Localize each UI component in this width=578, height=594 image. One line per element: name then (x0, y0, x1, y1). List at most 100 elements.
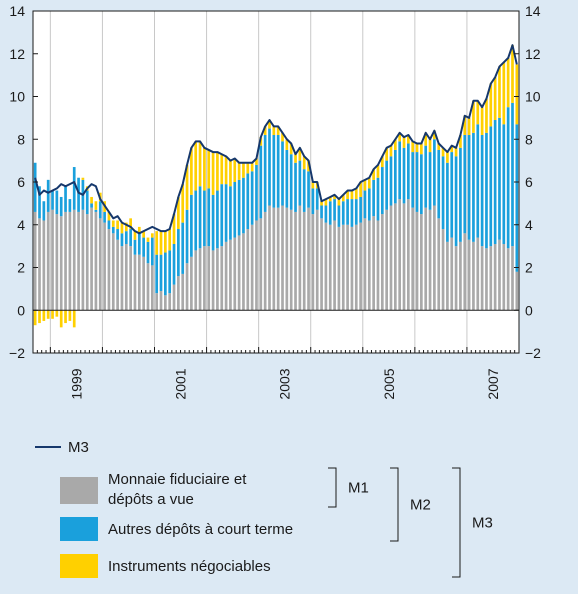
bar-segment-2-2005-11 (407, 143, 410, 200)
bar-segment-2-2007-11 (511, 102, 514, 247)
bar-segment-2-1998-12 (46, 179, 50, 212)
bar-segment-1-2004-09 (346, 224, 349, 311)
bar-segment-1-2003-04 (272, 207, 276, 311)
bar-segment-1-2000-12 (150, 265, 154, 311)
bar-segment-3-2006-11 (459, 134, 462, 148)
bar-segment-2-1999-05 (68, 199, 72, 212)
bar-segment-2-2006-08 (446, 162, 449, 242)
bar-segment-3-2001-12 (203, 147, 206, 191)
bar-segment-2-2006-04 (428, 152, 432, 210)
bar-segment-3-2003-04 (272, 126, 276, 135)
bar-segment-1-1999-12 (98, 218, 102, 311)
bar-segment-2-2006-01 (415, 152, 419, 212)
m3-line (34, 44, 518, 235)
bar-segment-3-2001-10 (194, 141, 198, 191)
bar-segment-2-1999-03 (59, 196, 63, 217)
bar-segment-1-2007-11 (511, 246, 514, 311)
bar-segment-2-2004-03 (320, 205, 323, 219)
bar-segment-3-2000-06 (124, 222, 128, 232)
x-tick-label-2001: 2001 (173, 368, 189, 399)
bar-segment-1-1998-10 (38, 218, 41, 311)
bar-segment-3-2007-06 (489, 83, 493, 127)
bar-segment-2-2005-12 (411, 152, 415, 208)
bar-segment-1-2004-04 (324, 222, 328, 311)
bar-segment-1-2006-11 (459, 241, 462, 311)
bar-segment-3-2006-12 (463, 115, 467, 135)
bar-segment-3-1999-06 (72, 310, 76, 328)
bar-segment-3-2006-04 (428, 139, 432, 153)
bar-segment-3-2000-05 (120, 222, 124, 234)
bar-segment-3-2006-03 (424, 132, 428, 146)
bar-segment-1-2002-07 (233, 237, 237, 311)
bar-segment-2-2006-05 (433, 139, 436, 206)
bar-segment-1-2002-05 (224, 241, 228, 311)
x-tick-label-2003: 2003 (277, 368, 293, 399)
bar-segment-2-2000-09 (137, 233, 141, 255)
bar-segment-3-2001-09 (190, 147, 193, 195)
bar-segment-2-2005-09 (398, 141, 402, 200)
bar-segment-3-2005-12 (411, 141, 415, 153)
bar-segment-3-2007-08 (498, 66, 501, 118)
bracket-M3 (452, 467, 461, 578)
bar-segment-1-2001-10 (194, 250, 198, 311)
bar-segment-2-2000-01 (103, 211, 106, 223)
bar-segment-2-1998-09 (33, 162, 37, 212)
bar-segment-3-2004-07 (337, 199, 341, 206)
bar-segment-3-2005-07 (389, 145, 393, 157)
bar-segment-2-2007-08 (498, 117, 501, 240)
bar-segment-1-2003-07 (285, 207, 289, 311)
bar-segment-1-2001-12 (203, 246, 206, 311)
bar-segment-1-1999-10 (90, 207, 93, 311)
bar-segment-3-2005-08 (393, 139, 397, 150)
bar-segment-1-2003-01 (259, 218, 263, 311)
bar-segment-2-2004-11 (354, 199, 358, 225)
bar-segment-3-2003-06 (281, 132, 284, 142)
bar-segment-2-2002-03 (216, 190, 219, 249)
bar-segment-2-2000-04 (116, 229, 119, 240)
bar-segment-1-2006-04 (428, 209, 432, 311)
bar-segment-3-2000-03 (111, 220, 115, 227)
bar-segment-3-2007-10 (506, 58, 510, 108)
bar-segment-3-2000-10 (142, 231, 145, 238)
bar-segment-1-2007-12 (515, 271, 519, 311)
axis-ticks: 14 14 12 12 10 10 8 8 6 6 4 4 2 2 0 0 −2 −2 1999 2001 2003 20… (9, 3, 541, 400)
bar-segment-2-2003-03 (268, 128, 271, 206)
bar-segment-1-2000-01 (103, 222, 106, 311)
bar-segment-3-2007-01 (467, 117, 471, 135)
bar-segment-3-2001-08 (185, 164, 189, 210)
bar-segment-3-2002-04 (220, 154, 224, 185)
bar-segment-2-2001-06 (177, 229, 180, 277)
bar-segment-3-2007-05 (485, 98, 488, 133)
bar-segment-2-2004-02 (315, 188, 319, 210)
bar-segment-3-2002-05 (224, 156, 228, 185)
bar-segment-1-2006-07 (441, 229, 445, 311)
bar-segment-2-2003-08 (289, 154, 293, 210)
bar-segment-2-2002-04 (220, 184, 224, 247)
bar-segment-1-2004-02 (315, 209, 319, 311)
bar-segment-1-2007-05 (485, 248, 488, 311)
bar-segment-2-2007-01 (467, 134, 471, 240)
bar-segment-1-1999-04 (64, 211, 67, 311)
bar-segment-2-2005-04 (376, 177, 380, 221)
bar-segment-2-1999-12 (98, 201, 102, 219)
bar-segment-1-2001-06 (177, 276, 180, 311)
bar-segment-3-2005-09 (398, 132, 402, 142)
bar-segment-2-2000-12 (150, 237, 154, 266)
bar-segment-2-2003-10 (298, 160, 302, 206)
bar-segment-2-2007-02 (472, 132, 475, 242)
bar-segment-3-1998-12 (46, 310, 50, 319)
bar-segment-2-2004-08 (341, 201, 345, 225)
bar-segment-1-2003-10 (298, 205, 302, 311)
bar-segment-3-2006-05 (433, 130, 436, 140)
bar-segment-1-2007-08 (498, 239, 501, 311)
bar-segment-1-2001-02 (159, 291, 163, 311)
legend-label-3: Instruments négociables (108, 558, 271, 575)
bar-segment-3-2002-09 (242, 162, 245, 178)
bar-segment-3-2005-02 (367, 177, 371, 189)
bar-segment-1-2005-05 (380, 214, 384, 311)
bar-segment-1-2005-09 (398, 199, 402, 311)
y-tick-label-right: 0 (525, 302, 533, 318)
bar-segment-1-2007-09 (502, 243, 506, 311)
bar-segment-3-2004-11 (354, 188, 358, 200)
bar-segment-1-2004-11 (354, 224, 358, 311)
